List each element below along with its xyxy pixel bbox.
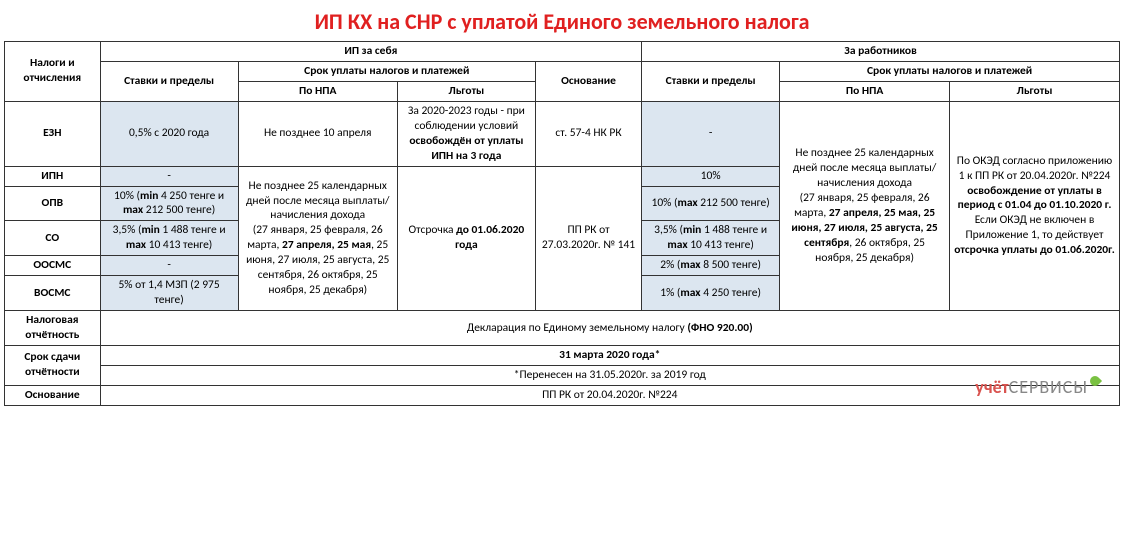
row-ezn-label: ЕЗН — [5, 101, 101, 166]
t: 10% ( — [652, 196, 678, 210]
t: max — [667, 238, 687, 252]
header-taxes: Налоги и отчисления — [5, 42, 101, 102]
header-self-basis: Основание — [535, 61, 641, 101]
t: max — [680, 258, 700, 272]
text: Не позднее 25 календарных дней после мес… — [246, 179, 389, 223]
footer-basis-label: Основание — [5, 385, 101, 405]
t: max — [680, 286, 700, 300]
row-oosms-self-rate: - — [100, 256, 238, 276]
page-title: ИП КХ на СНР с уплатой Единого земельног… — [4, 4, 1120, 41]
row-ezn-self-benefit: За 2020-2023 годы - при соблюдении услов… — [397, 101, 535, 166]
header-emp-npa: По НПА — [780, 81, 950, 101]
row-ezn-self-basis: ст. 57-4 НК РК — [535, 101, 641, 166]
footer-report-label: Налоговая отчётность — [5, 311, 101, 346]
t: 10 413 тенге) — [146, 238, 212, 252]
header-emp-benefits: Льготы — [950, 81, 1120, 101]
t: min — [683, 223, 701, 237]
row-opv-self-rate: 10% (min 4 250 тенге и max 212 500 тенге… — [100, 186, 238, 221]
row-so-self-rate: 3,5% (min 1 488 тенге и max 10 413 тенге… — [100, 221, 238, 256]
row-ezn-emp-rate: - — [642, 101, 780, 166]
row-ezn-self-npa: Не позднее 10 апреля — [238, 101, 397, 166]
row-opv-emp-rate: 10% (max 212 500 тенге) — [642, 186, 780, 221]
self-benefit-merged: Отсрочка до 01.06.2020 года — [397, 166, 535, 311]
t: 4 250 тенге) — [701, 286, 761, 300]
tax-table: Налоги и отчисления ИП за себя За работн… — [4, 41, 1120, 406]
t: 1 488 тенге и — [701, 223, 767, 237]
header-emp-terms: Срок уплаты налогов и платежей — [780, 61, 1120, 81]
header-emp-rates: Ставки и пределы — [642, 61, 780, 101]
text-bold: отсрочка уплаты до 01.06.2020г. — [954, 243, 1115, 257]
text-bold: освобождение от уплаты в период с 01.04 … — [958, 184, 1112, 213]
self-npa-merged: Не позднее 25 календарных дней после мес… — [238, 166, 397, 311]
footer-deadline-1: 31 марта 2020 года* — [100, 345, 1119, 365]
text-bold: освобождён от уплаты ИПН на 3 года — [409, 134, 523, 163]
t: 10% ( — [114, 189, 140, 203]
t: 1 488 тенге и — [160, 223, 226, 237]
footer-deadline-label: Срок сдачи отчётности — [5, 345, 101, 385]
row-vosms-label: ВОСМС — [5, 276, 101, 311]
t: 10 413 тенге) — [688, 238, 754, 252]
emp-benefit-merged: По ОКЭД согласно приложению 1 к ПП РК от… — [950, 101, 1120, 310]
header-self-benefits: Льготы — [397, 81, 535, 101]
footer-report-value: Декларация по Единому земельному налогу … — [100, 311, 1119, 346]
text: По ОКЭД согласно приложению 1 к ПП РК от… — [957, 154, 1112, 183]
header-self-terms: Срок уплаты налогов и платежей — [238, 61, 535, 81]
t: 2% ( — [660, 258, 680, 272]
t: 8 500 тенге) — [701, 258, 761, 272]
header-self-npa: По НПА — [238, 81, 397, 101]
row-so-emp-rate: 3,5% (min 1 488 тенге и max 10 413 тенге… — [642, 221, 780, 256]
row-opv-label: ОПВ — [5, 186, 101, 221]
document-root: { "title": "ИП КХ на СНР с уплатой Едино… — [4, 4, 1120, 406]
row-ipn-emp-rate: 10% — [642, 166, 780, 186]
row-vosms-emp-rate: 1% (max 4 250 тенге) — [642, 276, 780, 311]
text: Не позднее 25 календарных дней после мес… — [793, 146, 936, 190]
row-ezn-self-rate: 0,5% с 2020 года — [100, 101, 238, 166]
row-oosms-emp-rate: 2% (max 8 500 тенге) — [642, 256, 780, 276]
header-emp-group: За работников — [642, 42, 1120, 62]
t: max — [123, 203, 143, 217]
row-ipn-label: ИПН — [5, 166, 101, 186]
text-bold: 27 апреля, 25 мая — [282, 238, 371, 252]
t: Декларация по Единому земельному налогу — [467, 321, 687, 335]
row-ipn-self-rate: - — [100, 166, 238, 186]
t: min — [141, 223, 159, 237]
text-bold: до 01.06.2020 года — [455, 223, 524, 252]
row-vosms-self-rate: 5% от 1,4 МЗП (2 975 тенге) — [100, 276, 238, 311]
t: 212 500 тенге) — [698, 196, 770, 210]
text: Если ОКЭД не включен в Приложение 1, то … — [966, 213, 1104, 242]
row-so-label: СО — [5, 221, 101, 256]
text: Отсрочка — [409, 223, 457, 237]
t: 4 250 тенге и — [158, 189, 224, 203]
header-self-group: ИП за себя — [100, 42, 642, 62]
footer-deadline-2: *Перенесен на 31.05.2020г. за 2019 год — [100, 365, 1119, 385]
self-basis-merged: ПП РК от 27.03.2020г. № 141 — [535, 166, 641, 311]
t: (ФНО 920.00) — [687, 321, 752, 335]
t: 212 500 тенге) — [143, 203, 215, 217]
header-self-rates: Ставки и пределы — [100, 61, 238, 101]
t: 3,5% ( — [654, 223, 683, 237]
emp-npa-merged: Не позднее 25 календарных дней после мес… — [780, 101, 950, 310]
t: max — [126, 238, 146, 252]
text: За 2020-2023 годы - при соблюдении услов… — [408, 104, 525, 133]
t: max — [677, 196, 697, 210]
t: 3,5% ( — [113, 223, 142, 237]
t: 1% ( — [660, 286, 680, 300]
t: min — [140, 189, 158, 203]
footer-basis-value: ПП РК от 20.04.2020г. №224 — [100, 385, 1119, 405]
row-oosms-label: ООСМС — [5, 256, 101, 276]
